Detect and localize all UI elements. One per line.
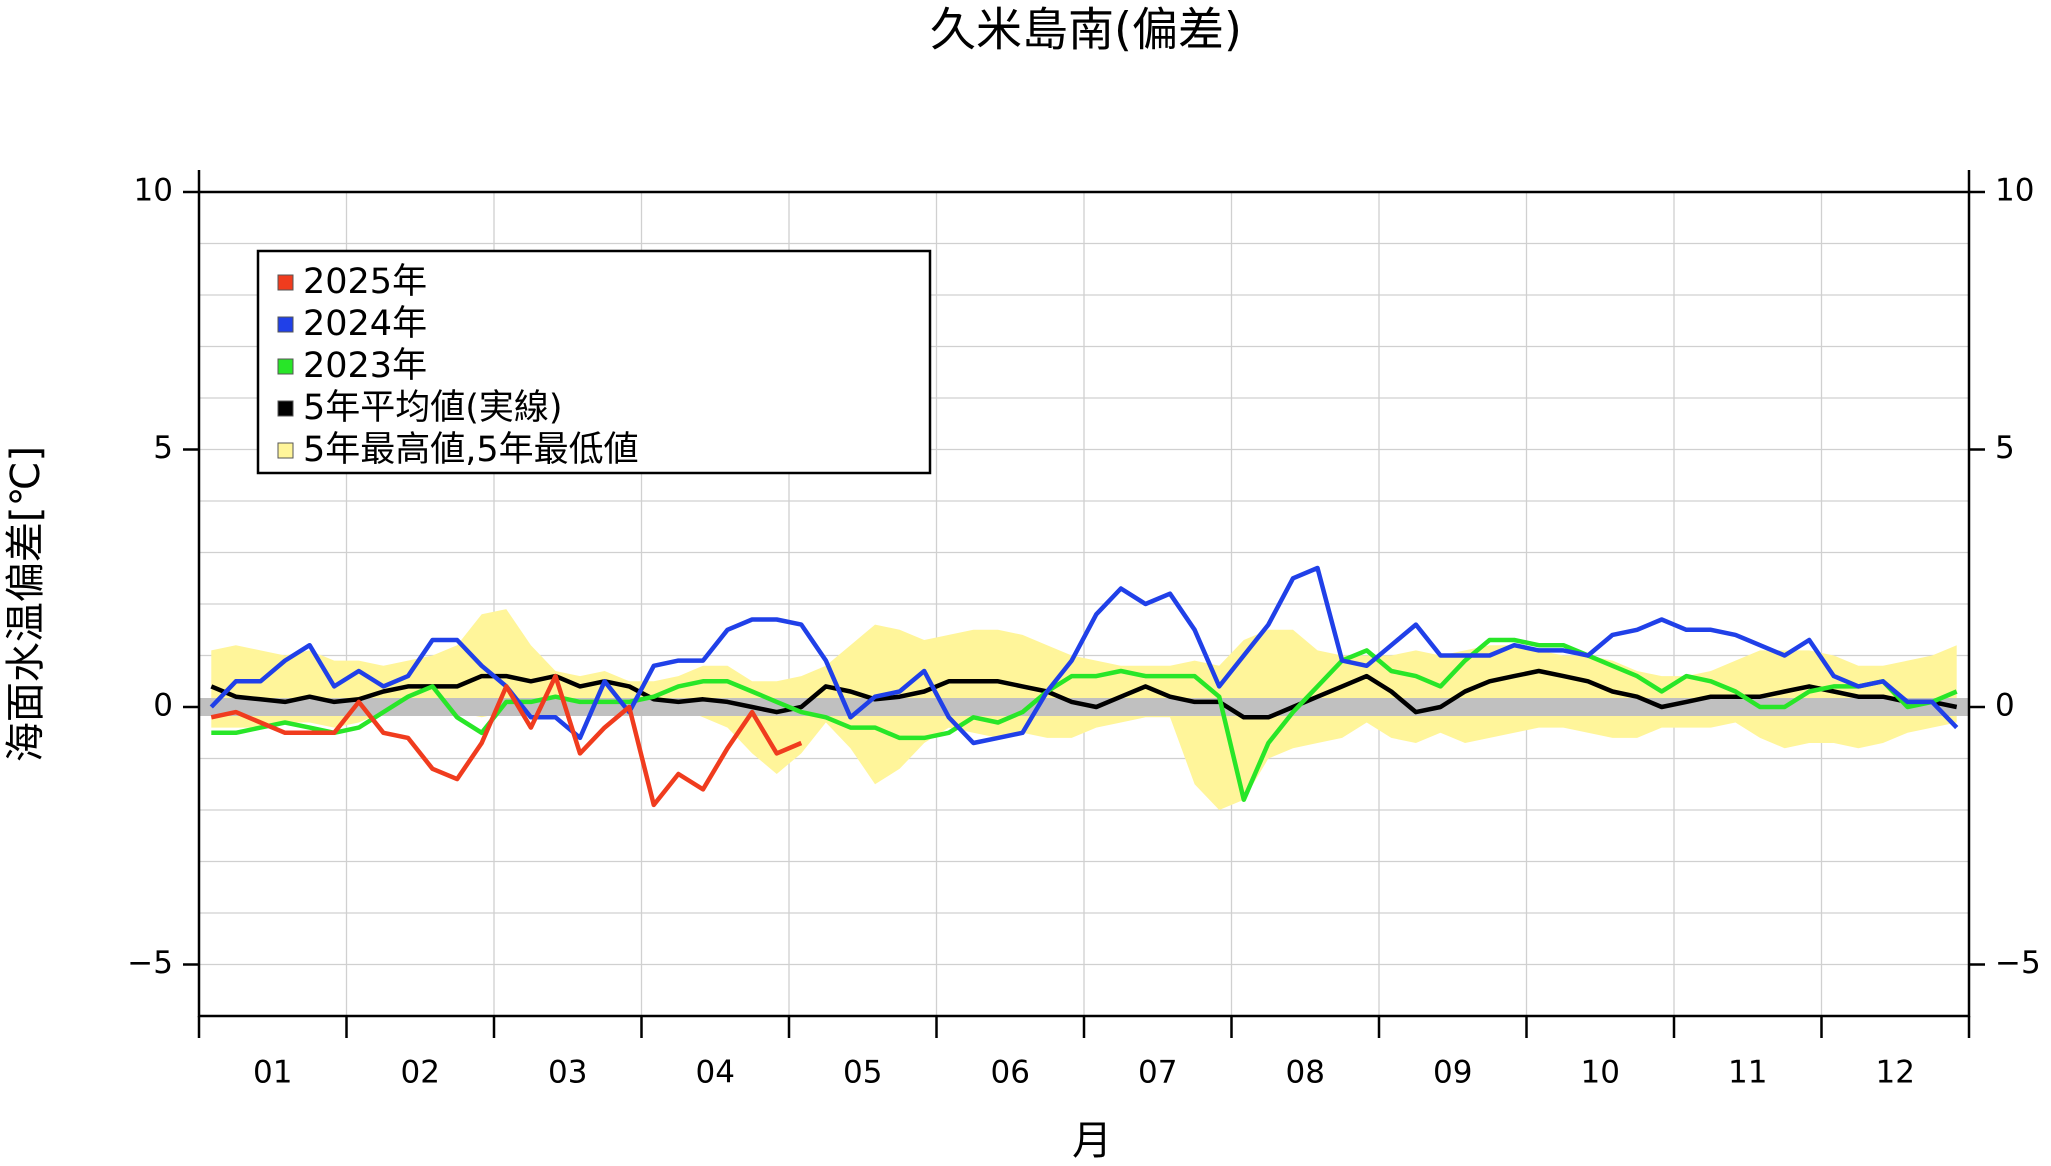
- x-tick-label: 06: [991, 1055, 1030, 1091]
- legend-label: 2023年: [303, 346, 427, 386]
- legend-label: 2025年: [303, 262, 427, 302]
- y-tick-label: 10: [1995, 173, 2034, 209]
- y-tick-label: −5: [1995, 945, 2041, 981]
- x-axis-label: 月: [1072, 1118, 1112, 1164]
- x-tick-label: 08: [1286, 1055, 1325, 1091]
- series-line: [209, 565, 1959, 746]
- y-tick-label: 5: [1995, 430, 2015, 466]
- legend-swatch: [277, 358, 294, 375]
- legend-swatch: [277, 316, 294, 333]
- legend-label: 5年最高値,5年最低値: [303, 430, 639, 470]
- series-line: [210, 668, 1958, 720]
- x-tick-label: 04: [696, 1055, 735, 1091]
- y-tick-label: 0: [153, 688, 173, 724]
- legend-swatch: [277, 442, 294, 459]
- series-line: [210, 673, 803, 808]
- y-tick-label: 0: [1995, 688, 2015, 724]
- y-axis-label: 海面水温偏差[℃]: [3, 446, 49, 762]
- x-tick-label: 11: [1728, 1055, 1767, 1091]
- y-tick-label: 5: [153, 430, 173, 466]
- y-tick-label: 10: [134, 173, 173, 209]
- legend-label: 5年平均値(実線): [303, 388, 563, 428]
- y-tick-label: −5: [127, 945, 173, 981]
- legend-swatch: [277, 274, 294, 291]
- x-tick-label: 02: [401, 1055, 440, 1091]
- series-line: [211, 637, 1958, 802]
- chart-title: 久米島南(偏差): [930, 3, 1242, 57]
- x-tick-label: 03: [548, 1055, 587, 1091]
- x-tick-label: 01: [253, 1055, 292, 1091]
- x-tick-label: 07: [1138, 1055, 1177, 1091]
- legend-label: 2024年: [303, 304, 427, 344]
- plot-frame: [197, 190, 1971, 1018]
- x-tick-label: 12: [1876, 1055, 1915, 1091]
- legend-swatch: [277, 400, 294, 417]
- x-tick-label: 10: [1581, 1055, 1620, 1091]
- x-tick-label: 09: [1433, 1055, 1472, 1091]
- legend-box: [256, 249, 932, 475]
- x-tick-label: 05: [843, 1055, 882, 1091]
